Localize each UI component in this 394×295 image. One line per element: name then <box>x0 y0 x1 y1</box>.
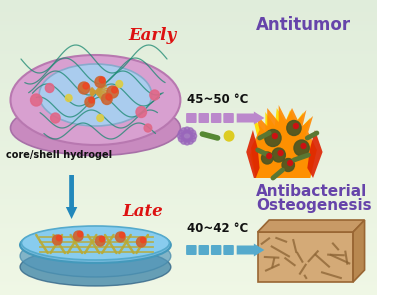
Circle shape <box>141 237 146 243</box>
Circle shape <box>89 97 95 103</box>
Circle shape <box>50 113 60 123</box>
Circle shape <box>294 140 309 156</box>
Circle shape <box>83 83 89 89</box>
Ellipse shape <box>11 55 180 145</box>
FancyBboxPatch shape <box>186 245 197 255</box>
Polygon shape <box>258 232 353 282</box>
Circle shape <box>136 106 147 117</box>
Circle shape <box>119 232 125 238</box>
FancyBboxPatch shape <box>211 245 221 255</box>
Polygon shape <box>251 105 317 178</box>
Circle shape <box>294 124 298 129</box>
Circle shape <box>56 235 62 241</box>
FancyArrow shape <box>237 243 264 256</box>
Circle shape <box>224 131 234 141</box>
Polygon shape <box>250 108 315 178</box>
Circle shape <box>178 130 184 136</box>
Circle shape <box>115 232 125 242</box>
Circle shape <box>74 231 83 241</box>
Circle shape <box>95 76 106 88</box>
Circle shape <box>278 150 283 155</box>
Ellipse shape <box>20 235 171 277</box>
Circle shape <box>288 160 292 165</box>
FancyBboxPatch shape <box>199 113 209 123</box>
Circle shape <box>181 128 187 134</box>
Circle shape <box>99 77 105 83</box>
Circle shape <box>112 87 117 93</box>
FancyBboxPatch shape <box>223 245 234 255</box>
FancyBboxPatch shape <box>223 113 234 123</box>
Text: Late: Late <box>122 203 163 220</box>
Circle shape <box>136 237 146 247</box>
Circle shape <box>191 133 197 139</box>
Circle shape <box>272 148 285 162</box>
Circle shape <box>116 81 123 88</box>
Circle shape <box>273 134 277 138</box>
FancyBboxPatch shape <box>186 113 197 123</box>
Circle shape <box>184 127 190 133</box>
FancyBboxPatch shape <box>211 113 221 123</box>
Circle shape <box>301 143 306 148</box>
Ellipse shape <box>22 226 169 260</box>
Circle shape <box>182 130 192 142</box>
Polygon shape <box>307 130 323 178</box>
Ellipse shape <box>20 248 171 286</box>
Circle shape <box>150 90 160 100</box>
Circle shape <box>267 153 271 158</box>
Circle shape <box>45 83 54 93</box>
Circle shape <box>190 136 196 142</box>
Circle shape <box>78 231 83 237</box>
Circle shape <box>287 120 301 135</box>
Circle shape <box>81 84 87 91</box>
FancyArrow shape <box>66 175 77 219</box>
Text: Early: Early <box>129 27 177 44</box>
Polygon shape <box>353 220 364 282</box>
Text: Antitumor: Antitumor <box>256 16 351 34</box>
Circle shape <box>178 136 184 142</box>
Circle shape <box>188 128 193 134</box>
Ellipse shape <box>39 64 152 126</box>
Text: Osteogenesis: Osteogenesis <box>256 198 372 213</box>
Circle shape <box>102 94 112 104</box>
Circle shape <box>106 94 112 100</box>
Circle shape <box>188 138 193 144</box>
Text: Antibacterial: Antibacterial <box>256 184 367 199</box>
Circle shape <box>190 130 196 136</box>
Text: core/shell hydrogel: core/shell hydrogel <box>6 150 112 160</box>
Circle shape <box>107 86 118 98</box>
Circle shape <box>262 152 273 164</box>
Circle shape <box>52 235 62 245</box>
Ellipse shape <box>20 227 171 263</box>
FancyBboxPatch shape <box>199 245 209 255</box>
Circle shape <box>144 124 152 132</box>
Text: 40~42 °C: 40~42 °C <box>187 222 248 235</box>
FancyArrow shape <box>237 112 264 124</box>
Circle shape <box>99 236 105 242</box>
Ellipse shape <box>11 101 180 155</box>
Circle shape <box>31 94 42 106</box>
Circle shape <box>78 82 90 94</box>
Polygon shape <box>246 130 260 178</box>
Circle shape <box>265 130 281 147</box>
Circle shape <box>184 139 190 145</box>
Circle shape <box>181 138 187 144</box>
Circle shape <box>85 97 95 107</box>
Circle shape <box>178 133 183 139</box>
Circle shape <box>65 94 72 101</box>
Text: 45~50 °C: 45~50 °C <box>187 93 249 106</box>
Circle shape <box>282 158 294 171</box>
Circle shape <box>95 236 105 246</box>
Polygon shape <box>258 220 364 232</box>
Circle shape <box>97 114 104 122</box>
